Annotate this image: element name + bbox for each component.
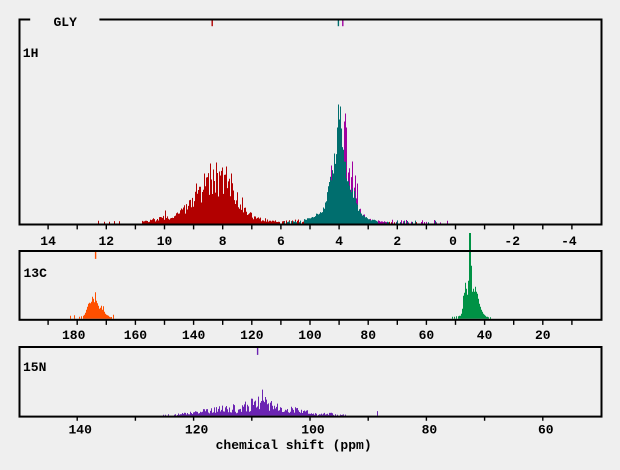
svg-text:120: 120 (185, 422, 209, 437)
svg-text:6: 6 (277, 234, 285, 249)
svg-text:8: 8 (219, 234, 227, 249)
svg-text:80: 80 (360, 328, 376, 343)
svg-text:GLY: GLY (54, 15, 78, 30)
svg-text:100: 100 (298, 328, 322, 343)
svg-text:-2: -2 (504, 234, 520, 249)
svg-text:13C: 13C (24, 266, 48, 281)
svg-text:-4: -4 (561, 234, 577, 249)
svg-text:60: 60 (419, 328, 435, 343)
svg-text:100: 100 (301, 422, 325, 437)
svg-text:180: 180 (62, 328, 86, 343)
svg-text:60: 60 (538, 422, 554, 437)
svg-text:1H: 1H (23, 46, 39, 61)
svg-text:160: 160 (124, 328, 148, 343)
svg-text:12: 12 (98, 234, 114, 249)
svg-text:140: 140 (68, 422, 92, 437)
svg-text:chemical shift (ppm): chemical shift (ppm) (216, 438, 372, 453)
svg-text:20: 20 (535, 328, 551, 343)
svg-text:120: 120 (240, 328, 264, 343)
svg-text:10: 10 (157, 234, 173, 249)
svg-text:40: 40 (477, 328, 493, 343)
svg-text:2: 2 (393, 234, 401, 249)
svg-text:15N: 15N (23, 360, 46, 375)
svg-text:4: 4 (335, 234, 343, 249)
svg-text:140: 140 (182, 328, 206, 343)
svg-text:14: 14 (40, 234, 56, 249)
svg-text:80: 80 (422, 422, 438, 437)
svg-text:0: 0 (449, 234, 457, 249)
